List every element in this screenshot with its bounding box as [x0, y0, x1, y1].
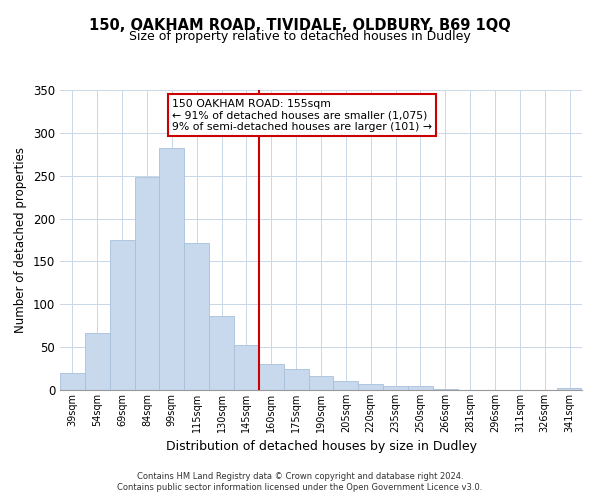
Bar — [308, 376, 334, 390]
Text: Size of property relative to detached houses in Dudley: Size of property relative to detached ho… — [129, 30, 471, 43]
Bar — [85, 332, 110, 390]
Bar — [110, 240, 134, 390]
Text: Contains public sector information licensed under the Open Government Licence v3: Contains public sector information licen… — [118, 484, 482, 492]
Bar — [160, 148, 184, 390]
Bar — [383, 386, 408, 390]
Bar — [408, 386, 433, 390]
Bar — [134, 178, 160, 390]
Bar — [358, 384, 383, 390]
Bar — [557, 388, 582, 390]
Bar — [234, 346, 259, 390]
Bar — [284, 368, 308, 390]
Y-axis label: Number of detached properties: Number of detached properties — [14, 147, 28, 333]
Bar — [184, 244, 209, 390]
X-axis label: Distribution of detached houses by size in Dudley: Distribution of detached houses by size … — [166, 440, 476, 454]
Text: Contains HM Land Registry data © Crown copyright and database right 2024.: Contains HM Land Registry data © Crown c… — [137, 472, 463, 481]
Bar — [433, 389, 458, 390]
Bar — [209, 316, 234, 390]
Bar — [334, 382, 358, 390]
Bar — [60, 373, 85, 390]
Text: 150 OAKHAM ROAD: 155sqm
← 91% of detached houses are smaller (1,075)
9% of semi-: 150 OAKHAM ROAD: 155sqm ← 91% of detache… — [172, 98, 432, 132]
Bar — [259, 364, 284, 390]
Text: 150, OAKHAM ROAD, TIVIDALE, OLDBURY, B69 1QQ: 150, OAKHAM ROAD, TIVIDALE, OLDBURY, B69… — [89, 18, 511, 32]
